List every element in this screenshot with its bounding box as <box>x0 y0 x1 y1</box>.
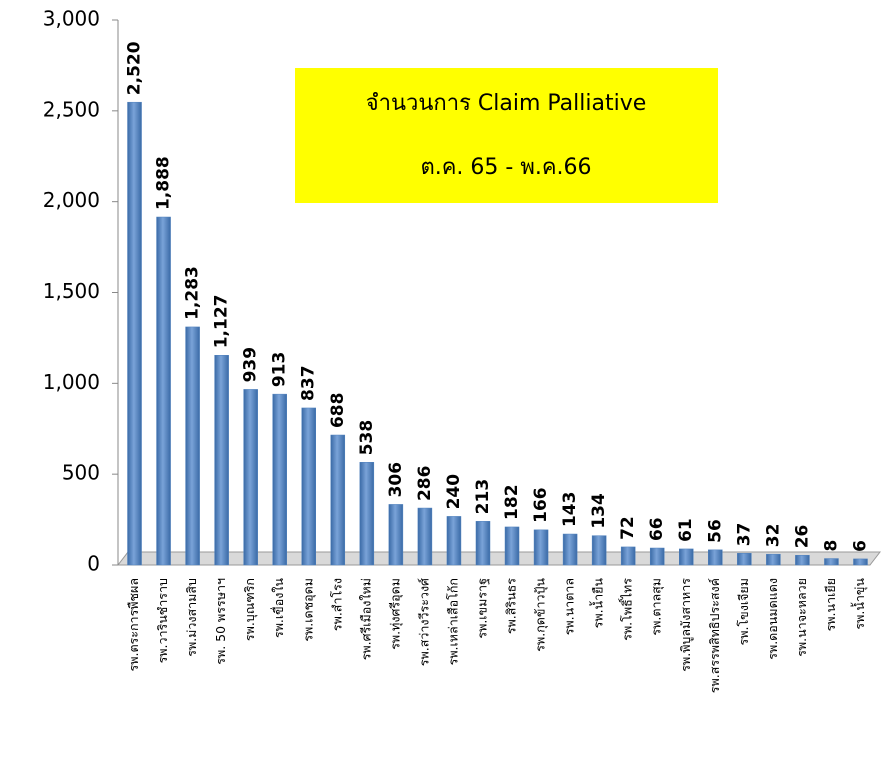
chart-title: จำนวนการ Claim Palliative <box>366 91 647 116</box>
bar <box>127 101 142 566</box>
bar <box>156 216 171 566</box>
y-tick-label: 1,500 <box>43 279 100 303</box>
value-label: 240 <box>444 474 464 510</box>
value-label: 913 <box>270 352 290 388</box>
x-tick-label: รพ.ม่วงสามสิบ <box>184 578 199 657</box>
bar <box>185 326 200 566</box>
value-label: 1,127 <box>212 294 232 348</box>
bar <box>330 434 346 566</box>
y-tick-label: 0 <box>87 552 100 576</box>
x-tick-label: รพ.นาจะหลวย <box>794 578 809 657</box>
x-tick-label: รพ.เขมราฐ <box>474 578 489 639</box>
x-tick-label: รพ.ตาลสุม <box>649 578 665 636</box>
value-label: 538 <box>357 420 377 456</box>
bar <box>824 558 839 566</box>
value-label: 26 <box>792 525 812 549</box>
value-label: 688 <box>328 393 348 429</box>
value-label: 1,283 <box>183 266 203 320</box>
x-tick-label: รพ.โขงเจียม <box>736 578 751 645</box>
x-tick-label: รพ.นาตาล <box>562 578 577 635</box>
x-tick-label: รพ.สำโรง <box>329 578 344 631</box>
chart-subtitle: ต.ค. 65 - พ.ค.66 <box>420 155 591 180</box>
value-label: 182 <box>502 484 522 520</box>
y-tick-label: 500 <box>62 461 100 485</box>
value-label: 1,888 <box>154 156 174 210</box>
bar <box>737 553 752 566</box>
x-tick-label: รพ.เขื่องใน <box>270 578 286 638</box>
bar <box>272 393 287 566</box>
x-tick-label: รพ.พิบูลมังสาหาร <box>678 578 694 672</box>
bar <box>708 549 723 566</box>
x-tick-label: รพ.โพธิ์ไทร <box>618 578 635 641</box>
bar <box>301 407 316 566</box>
y-tick-label: 3,000 <box>43 7 100 31</box>
x-tick-label: รพ.ตระการพืชผล <box>126 578 141 671</box>
y-tick-label: 2,500 <box>43 97 100 121</box>
bar <box>591 535 607 566</box>
bar <box>679 548 694 566</box>
x-tick-label: รพ.นาเยีย <box>823 578 838 631</box>
x-tick-label: รพ.สิรินธร <box>504 578 519 634</box>
value-label: 8 <box>821 540 841 552</box>
x-tick-label: รพ.น้ำขุ่น <box>850 578 868 630</box>
value-label: 72 <box>618 516 638 540</box>
bar <box>475 521 491 566</box>
bar <box>243 389 258 566</box>
x-tick-label: รพ. 50 พรรษาฯ <box>213 578 228 665</box>
value-label: 134 <box>589 493 609 529</box>
value-label: 6 <box>850 540 870 552</box>
value-label: 56 <box>705 519 725 543</box>
bar <box>766 553 781 566</box>
title-box <box>295 68 718 203</box>
x-tick-label: รพ.เดชอุดม <box>300 578 316 642</box>
value-label: 306 <box>386 462 406 498</box>
value-label: 32 <box>763 524 783 548</box>
value-label: 2,520 <box>125 41 145 95</box>
x-tick-label: รพ.สรรพสิทธิประสงค์ <box>707 578 722 693</box>
x-tick-label: รพ.เหล่าเสือโก้ก <box>445 578 460 665</box>
value-label: 286 <box>415 466 435 502</box>
value-label: 37 <box>734 523 754 547</box>
bar <box>562 533 578 566</box>
x-tick-label: รพ.ทุ่งศรีอุดม <box>387 578 403 650</box>
bar <box>214 355 229 566</box>
value-label: 143 <box>560 492 580 528</box>
bar <box>649 547 665 566</box>
bar <box>533 529 549 566</box>
bar <box>388 504 404 566</box>
x-tick-label: รพ.สว่างวีระวงศ์ <box>416 578 431 666</box>
value-label: 61 <box>676 518 696 542</box>
x-tick-label: รพ.น้ำยืน <box>589 578 606 629</box>
bar <box>417 507 433 566</box>
bar <box>620 546 636 566</box>
value-label: 166 <box>531 487 551 523</box>
x-tick-label: รพ.กุดข้าวปุ้น <box>533 578 549 652</box>
bar <box>446 516 462 566</box>
floor <box>116 551 882 566</box>
value-label: 939 <box>241 347 261 383</box>
y-tick-label: 2,000 <box>43 188 100 212</box>
bar <box>504 526 520 566</box>
value-label: 66 <box>647 517 667 541</box>
x-tick-label: รพ.วารินชำราบ <box>155 578 170 663</box>
bar <box>359 462 375 566</box>
x-tick-label: รพ.ดอนมดแดง <box>765 578 780 660</box>
bar <box>853 558 868 566</box>
x-tick-label: รพ.ศรีเมืองใหม่ <box>358 578 373 660</box>
value-label: 837 <box>299 365 319 401</box>
y-tick-label: 1,000 <box>43 370 100 394</box>
bar <box>795 555 810 566</box>
x-tick-label: รพ.บุณฑริก <box>242 578 258 641</box>
value-label: 213 <box>473 479 493 515</box>
